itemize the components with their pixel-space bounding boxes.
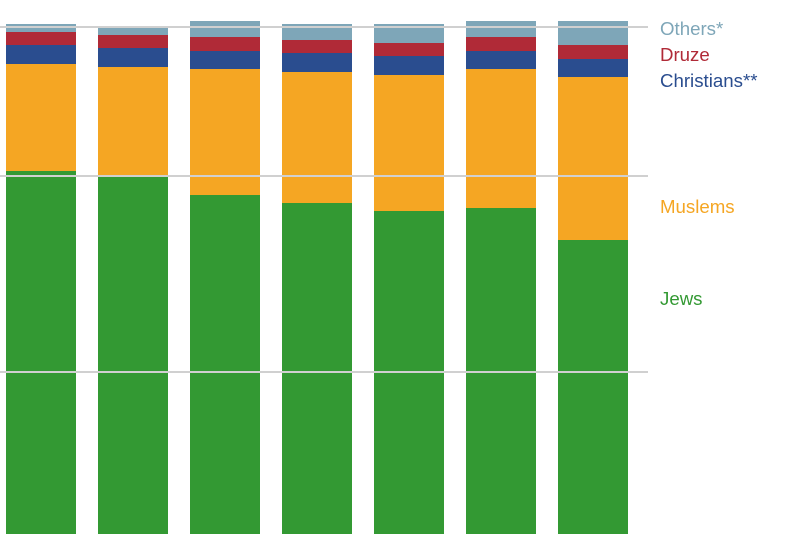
- bar-segment-druze: [282, 40, 352, 53]
- bar-segment-muslems: [282, 72, 352, 203]
- legend: Others* Druze Christians** Muslems Jews: [660, 0, 800, 534]
- legend-item-christians: Christians**: [660, 70, 757, 92]
- bar-segment-jews: [6, 171, 76, 534]
- legend-item-druze: Druze: [660, 44, 710, 66]
- bar-segment-others: [190, 21, 260, 37]
- bar-segment-jews: [558, 240, 628, 534]
- bar-segment-christians: [6, 45, 76, 64]
- bar: [466, 0, 536, 534]
- plot-area: [0, 0, 648, 534]
- bar-segment-christians: [466, 51, 536, 70]
- bar-segment-druze: [98, 35, 168, 48]
- bar-segment-muslems: [558, 77, 628, 240]
- bar-segment-christians: [558, 59, 628, 78]
- bar-segment-jews: [282, 203, 352, 534]
- bar-segment-jews: [190, 195, 260, 534]
- legend-item-others: Others*: [660, 18, 723, 40]
- bar-segment-christians: [98, 48, 168, 67]
- bar: [6, 0, 76, 534]
- bars-container: [0, 0, 648, 534]
- gridline: [0, 26, 648, 28]
- bar-segment-druze: [558, 45, 628, 58]
- bar: [190, 0, 260, 534]
- bar-segment-druze: [190, 37, 260, 50]
- bar-segment-muslems: [374, 75, 444, 211]
- bar-segment-druze: [374, 43, 444, 56]
- bar-segment-others: [466, 21, 536, 37]
- bar-segment-druze: [466, 37, 536, 50]
- gridline: [0, 371, 648, 373]
- bar: [374, 0, 444, 534]
- bar-segment-druze: [6, 32, 76, 45]
- bar: [558, 0, 628, 534]
- legend-item-muslems: Muslems: [660, 196, 735, 218]
- bar-segment-christians: [190, 51, 260, 70]
- gridline: [0, 175, 648, 177]
- stacked-bar-chart: Others* Druze Christians** Muslems Jews: [0, 0, 800, 534]
- bar-segment-others: [558, 21, 628, 45]
- bar-segment-christians: [374, 56, 444, 75]
- bar: [282, 0, 352, 534]
- bar-segment-christians: [282, 53, 352, 72]
- bar-segment-muslems: [466, 69, 536, 208]
- bar: [98, 0, 168, 534]
- bar-segment-muslems: [6, 64, 76, 171]
- bar-segment-jews: [98, 176, 168, 534]
- bar-segment-muslems: [98, 67, 168, 176]
- legend-item-jews: Jews: [660, 288, 703, 310]
